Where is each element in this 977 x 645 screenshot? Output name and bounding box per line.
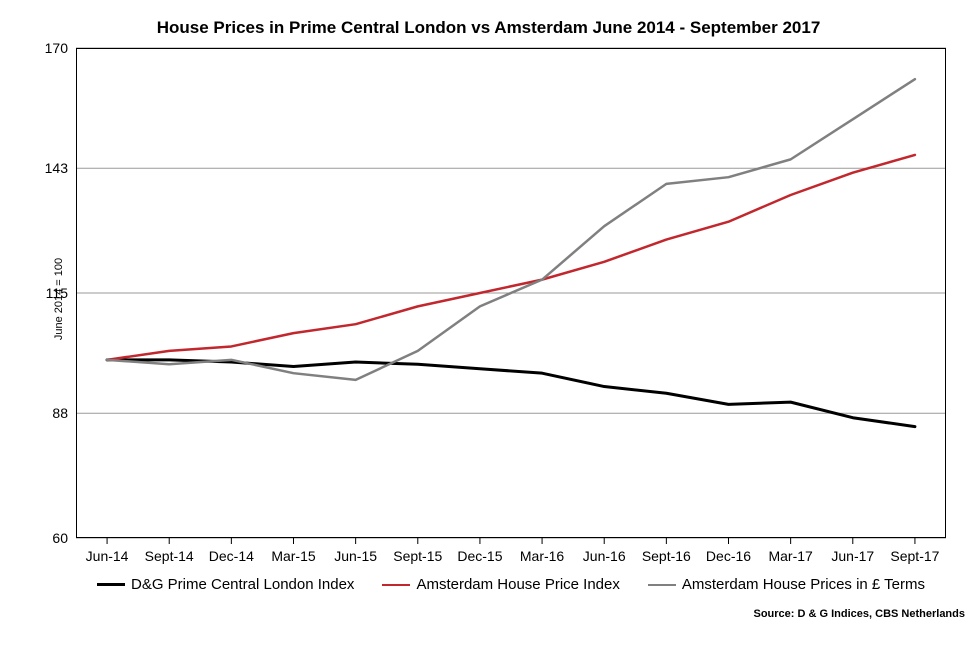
legend-item: Amsterdam House Prices in £ Terms	[648, 576, 925, 593]
y-tick-label: 170	[28, 40, 68, 56]
legend-label: Amsterdam House Price Index	[416, 576, 619, 593]
x-tick-label: Sept-17	[885, 548, 945, 564]
legend-swatch	[97, 583, 125, 586]
chart-title: House Prices in Prime Central London vs …	[0, 18, 977, 38]
chart-legend: D&G Prime Central London Index Amsterdam …	[76, 576, 946, 593]
legend-label: Amsterdam House Prices in £ Terms	[682, 576, 925, 593]
legend-item: D&G Prime Central London Index	[97, 576, 354, 593]
legend-swatch	[648, 584, 676, 586]
x-tick-label: Dec-15	[450, 548, 510, 564]
x-tick-label: Dec-16	[699, 548, 759, 564]
y-tick-label: 88	[28, 405, 68, 421]
y-tick-label: 143	[28, 160, 68, 176]
x-tick-label: Dec-14	[201, 548, 261, 564]
chart-container: House Prices in Prime Central London vs …	[0, 0, 977, 645]
y-tick-label: 60	[28, 530, 68, 546]
x-tick-label: Sept-16	[636, 548, 696, 564]
x-tick-label: Jun-17	[823, 548, 883, 564]
source-note: Source: D & G Indices, CBS Netherlands	[754, 608, 966, 620]
x-tick-label: Mar-17	[761, 548, 821, 564]
x-tick-label: Sept-15	[388, 548, 448, 564]
legend-item: Amsterdam House Price Index	[382, 576, 619, 593]
x-tick-label: Sept-14	[139, 548, 199, 564]
x-tick-label: Jun-14	[77, 548, 137, 564]
x-tick-label: Mar-15	[264, 548, 324, 564]
chart-plot-area	[76, 48, 946, 538]
x-tick-label: Mar-16	[512, 548, 572, 564]
legend-label: D&G Prime Central London Index	[131, 576, 354, 593]
x-tick-label: Jun-16	[574, 548, 634, 564]
x-tick-label: Jun-15	[326, 548, 386, 564]
y-tick-label: 115	[28, 285, 68, 301]
legend-swatch	[382, 584, 410, 586]
